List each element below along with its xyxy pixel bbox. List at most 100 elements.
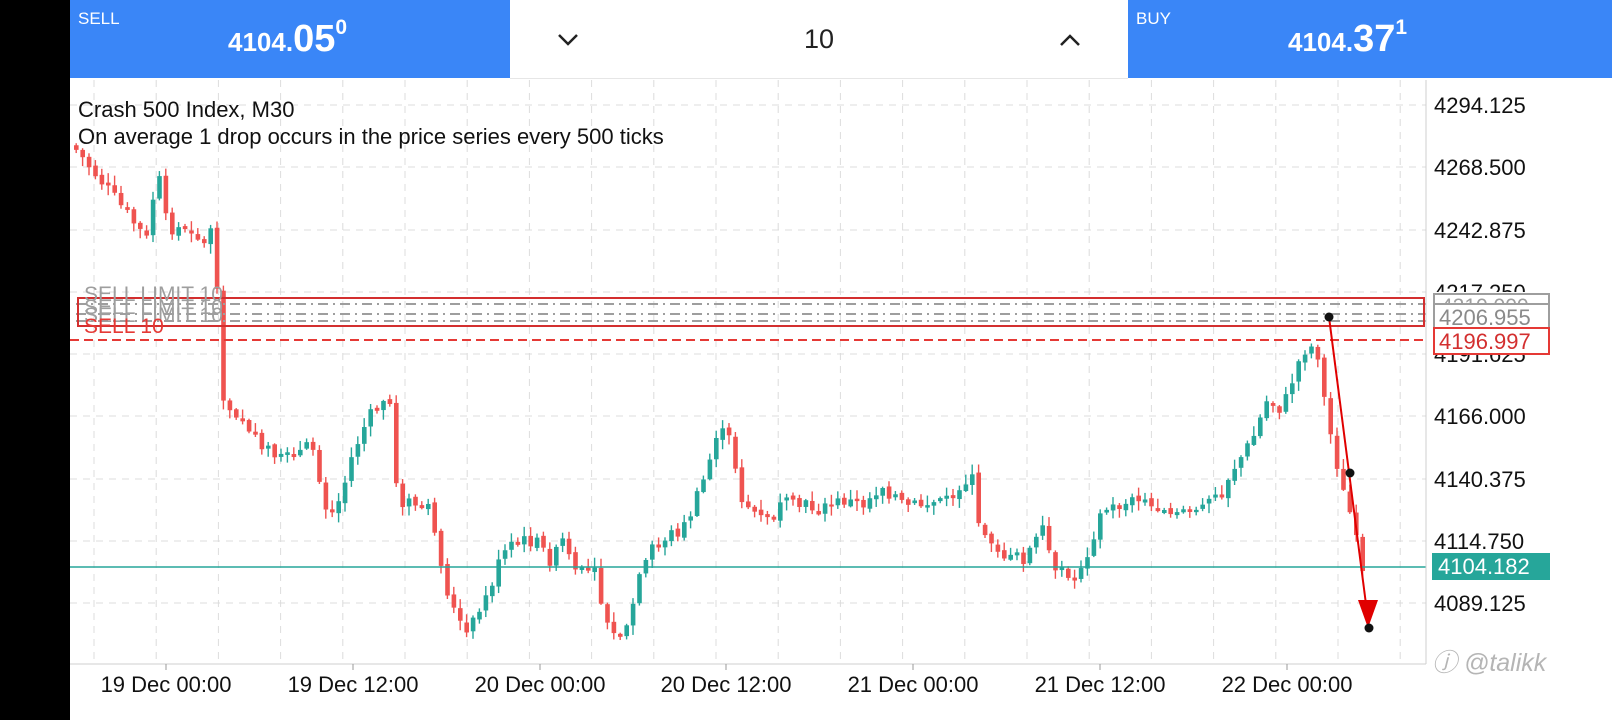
sell-limit-label-3[interactable]: SELL LIMIT 10	[84, 304, 223, 327]
candle-body	[995, 544, 1001, 552]
candle-body	[784, 497, 789, 501]
candle-body	[1002, 550, 1007, 559]
sell-label: SELL	[78, 9, 120, 28]
time-axis: 19 Dec 00:00 19 Dec 12:00 20 Dec 00:00 20 D…	[70, 663, 1426, 697]
candle-body	[464, 622, 469, 633]
candle-body	[214, 227, 220, 289]
candle-body	[144, 230, 149, 236]
candle-body	[150, 199, 156, 236]
candle-body	[534, 537, 540, 548]
candle-body	[1232, 468, 1237, 481]
candle-body	[752, 506, 757, 512]
candle-body	[387, 399, 393, 405]
candle-body	[541, 535, 546, 548]
candle-body	[1053, 552, 1058, 571]
sell-price-pips: 05	[293, 18, 336, 60]
candle-body	[1270, 403, 1276, 406]
buy-button[interactable]: BUY 4104.371	[1128, 0, 1612, 78]
candle-body	[554, 546, 559, 566]
candle-body	[477, 611, 482, 620]
candle-body	[528, 535, 533, 547]
candle-body	[349, 457, 354, 481]
candle-body	[1194, 509, 1199, 513]
candle-body	[778, 502, 783, 521]
candle-body	[726, 427, 732, 436]
price-tick-label: 4242.875	[1434, 218, 1526, 243]
candle-body	[1162, 510, 1167, 514]
chart-grid	[70, 80, 1426, 662]
buy-price-pips: 37	[1353, 18, 1396, 60]
candle-body	[1347, 491, 1353, 513]
candle-body	[714, 438, 719, 460]
candle-body	[1034, 536, 1039, 548]
price-axis-labels: 4210.000 4206.955 4196.997 4104.182	[1432, 292, 1550, 580]
candle-body	[1187, 509, 1193, 512]
candle-body	[1213, 494, 1218, 498]
candle-body	[304, 442, 309, 449]
time-tick-label: 22 Dec 00:00	[1222, 672, 1353, 697]
sell-limit-label-2[interactable]: SELL LIMIT 10	[84, 296, 223, 319]
candle-body	[1117, 505, 1122, 510]
candle-body	[80, 149, 85, 158]
candle-body	[765, 514, 770, 518]
candle-body	[906, 499, 911, 505]
candle-body	[675, 528, 681, 537]
candle-body	[1290, 383, 1295, 395]
candle-body	[1258, 417, 1263, 437]
sell-order-label[interactable]: SELL 10	[84, 315, 164, 338]
candle-body	[1149, 498, 1154, 507]
candle-body	[1098, 513, 1103, 540]
candle-body	[496, 559, 501, 587]
sell-button[interactable]: SELL 4104.050	[70, 0, 510, 78]
candle-body	[1296, 361, 1301, 382]
candle-body	[451, 594, 457, 608]
candle-body	[816, 511, 821, 515]
candle-body	[938, 498, 943, 502]
candle-body	[656, 544, 661, 548]
candle-body	[470, 617, 476, 632]
candle-body	[1283, 394, 1289, 412]
candle-body	[234, 409, 239, 418]
candle-body	[1104, 509, 1109, 513]
candle-body	[170, 212, 175, 235]
candle-body	[963, 484, 969, 492]
candle-body	[1264, 401, 1269, 419]
candle-body	[317, 449, 322, 482]
candle-body	[912, 500, 917, 504]
candle-body	[438, 530, 444, 566]
candle-body	[848, 499, 853, 507]
candle-body	[1021, 552, 1026, 565]
candlestick-series	[74, 143, 1365, 641]
buy-label: BUY	[1136, 9, 1171, 28]
candle-body	[1014, 552, 1020, 556]
candle-body	[592, 567, 597, 573]
candle-body	[432, 502, 437, 533]
candle-body	[1322, 357, 1327, 397]
candle-body	[1085, 557, 1090, 569]
order-selection-box	[77, 297, 1425, 327]
price-tick-label: 4114.750	[1434, 529, 1524, 554]
candle-body	[861, 499, 866, 508]
chevron-down-icon[interactable]	[546, 18, 590, 62]
candle-body	[86, 156, 92, 168]
candle-body	[867, 498, 873, 509]
candle-body	[1155, 508, 1161, 512]
candle-body	[1174, 512, 1180, 516]
candle-body	[310, 441, 316, 450]
price-tick-label: 4294.125	[1434, 93, 1526, 118]
candle-body	[950, 495, 956, 499]
candle-body	[701, 479, 706, 493]
candle-body	[1110, 504, 1116, 511]
price-chart[interactable]: SELL LIMIT 10 SELL LIMIT 10 SELL LIMIT 1…	[70, 0, 1612, 720]
chevron-up-icon[interactable]	[1048, 18, 1092, 62]
candle-body	[106, 182, 111, 186]
candle-body	[624, 625, 629, 637]
candle-body	[1277, 406, 1282, 413]
volume-value[interactable]: 10	[803, 24, 835, 54]
candle-body	[880, 488, 885, 496]
chart-header-text: Crash 500 Index, M30 On average 1 drop o…	[78, 97, 664, 149]
sell-limit-label-1[interactable]: SELL LIMIT 10	[84, 283, 223, 306]
candle-body	[394, 402, 399, 484]
candle-body	[374, 407, 380, 411]
candle-body	[163, 175, 169, 214]
